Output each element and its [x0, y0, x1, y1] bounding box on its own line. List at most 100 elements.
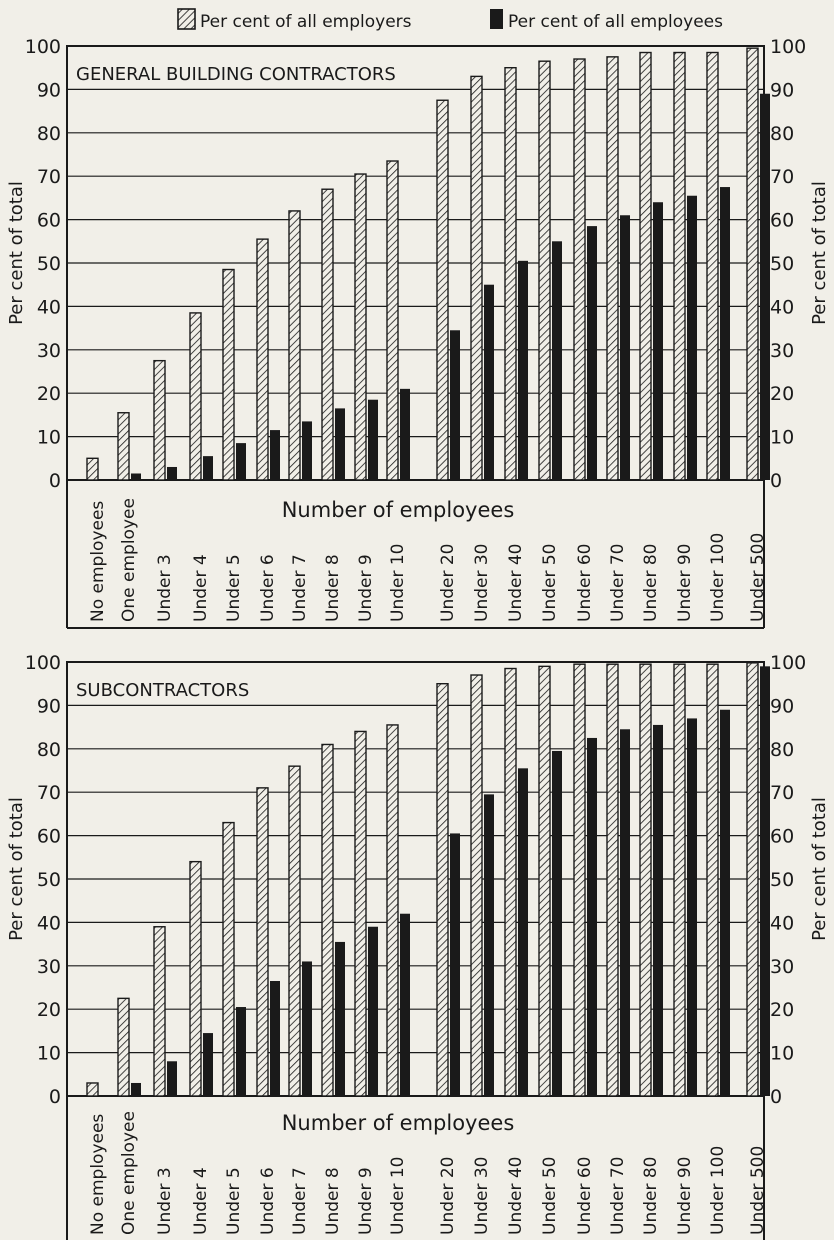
y-tick-label-left: 20: [37, 999, 61, 1021]
y-axis-left-ticks: 0 10 20 30 40 50 60 70 80 90 100: [25, 36, 61, 492]
bar-employers: [321, 188, 334, 481]
y-tick-label-left: 30: [37, 340, 61, 362]
bar-employers: [746, 47, 759, 481]
bar-employees: [653, 724, 663, 1096]
bar-employers: [153, 926, 166, 1097]
y-tick-label-right: 10: [770, 1043, 794, 1065]
x-category-label: Under 30: [472, 1157, 492, 1236]
y-axis-label-right: Per cent of total: [809, 797, 830, 941]
x-category-label: Under 6: [258, 554, 278, 622]
legend-label-employees: Per cent of all employees: [508, 12, 723, 32]
bar-employees: [720, 709, 730, 1096]
y-tick-label-right: 80: [770, 123, 794, 145]
legend-label-employers: Per cent of all employers: [200, 12, 412, 32]
x-category-label: Under 500: [748, 533, 768, 622]
x-category-label: Under 80: [641, 1157, 661, 1236]
y-tick-label-right: 70: [770, 782, 794, 804]
legend: Per cent of all employers Per cent of al…: [177, 8, 723, 32]
bar-employees: [236, 1007, 246, 1096]
y-tick-label-left: 90: [37, 695, 61, 717]
y-tick-label-right: 40: [770, 912, 794, 934]
y-tick-label-right: 70: [770, 166, 794, 188]
x-category-label: Under 8: [323, 554, 343, 622]
y-tick-label-right: 0: [770, 470, 782, 492]
bar-employees: [400, 388, 410, 480]
chart-subcontractors: 0 10 20 30 40 50 60 70 80 90 100 0 10 20 30 40 50 60 70 80…: [6, 652, 830, 1240]
y-axis-right-ticks: 0 10 20 30 40 50 60 70 80 90 100: [770, 36, 806, 492]
x-category-label: Under 7: [290, 554, 310, 622]
x-axis-category-labels: No employees One employee Under 3 Under 4 Un…: [88, 1111, 768, 1235]
bar-employees: [518, 260, 528, 480]
bar-employees: [203, 1033, 213, 1096]
x-category-label: No employees: [88, 1114, 108, 1235]
x-category-label: Under 5: [224, 1167, 244, 1235]
y-tick-label-right: 0: [770, 1086, 782, 1108]
bar-employers: [673, 663, 686, 1097]
bar-employers: [386, 724, 399, 1097]
x-category-label: Under 9: [356, 554, 376, 622]
y-tick-label-left: 50: [37, 253, 61, 275]
x-category-label: Under 500: [748, 1146, 768, 1235]
bar-employees: [302, 421, 312, 480]
bar-employers: [606, 663, 619, 1097]
bar-employees: [587, 226, 597, 480]
x-category-label: Under 50: [540, 544, 560, 623]
bar-employers: [436, 683, 449, 1097]
y-axis-label-left: Per cent of total: [6, 797, 27, 941]
legend-swatch-employees: [490, 9, 503, 29]
chart-general-building-contractors: 0 10 20 30 40 50 60 70 80 90 100 0 10 20 30 40 50 60 70 80…: [6, 36, 830, 629]
bars: [86, 662, 770, 1097]
bar-employers: [573, 58, 586, 481]
y-tick-label-left: 70: [37, 782, 61, 804]
bars: [86, 47, 770, 481]
y-tick-label-left: 80: [37, 123, 61, 145]
x-category-label: Under 60: [575, 1157, 595, 1236]
bar-employees: [203, 456, 213, 480]
bar-employers: [538, 60, 551, 481]
bar-employees: [620, 215, 630, 480]
bar-employers: [639, 51, 652, 481]
x-category-label: Under 40: [506, 544, 526, 623]
bar-employers: [706, 663, 719, 1097]
chart-title: SUBCONTRACTORS: [76, 680, 249, 701]
x-axis-category-labels: No employees One employee Under 3 Under 4 Un…: [88, 498, 768, 622]
bar-employees: [518, 768, 528, 1096]
bar-employers: [189, 860, 202, 1097]
bar-employers: [222, 268, 235, 481]
bar-employees: [236, 443, 246, 480]
x-category-label: Under 70: [608, 544, 628, 623]
y-tick-label-left: 10: [37, 1043, 61, 1065]
x-category-label: Under 70: [608, 1157, 628, 1236]
bar-employers: [321, 743, 334, 1097]
bar-employers: [746, 662, 759, 1097]
x-category-label: Under 3: [155, 1167, 175, 1235]
x-category-label: Under 3: [155, 554, 175, 622]
x-category-label: Under 5: [224, 554, 244, 622]
bar-employers: [673, 51, 686, 481]
y-tick-label-left: 40: [37, 296, 61, 318]
bar-employers: [706, 51, 719, 481]
x-category-label: Under 6: [258, 1167, 278, 1235]
bar-employees: [720, 187, 730, 481]
y-tick-label-right: 80: [770, 739, 794, 761]
x-category-label: Under 100: [708, 1146, 728, 1235]
bar-employers: [470, 75, 483, 481]
bar-employees: [450, 833, 460, 1096]
x-axis-label: Number of employees: [282, 498, 515, 522]
bar-employees: [368, 926, 378, 1096]
bar-employees: [587, 737, 597, 1096]
y-tick-label-right: 40: [770, 296, 794, 318]
y-tick-label-left: 20: [37, 383, 61, 405]
bar-employees: [270, 430, 280, 480]
x-category-label: Under 30: [472, 544, 492, 623]
bar-employers: [86, 1082, 99, 1097]
y-tick-label-right: 50: [770, 869, 794, 891]
x-category-label: One employee: [119, 498, 139, 622]
bar-employees: [687, 195, 697, 481]
y-tick-label-right: 50: [770, 253, 794, 275]
y-tick-label-right: 10: [770, 427, 794, 449]
chart-title: GENERAL BUILDING CONTRACTORS: [76, 64, 396, 85]
bar-employers: [573, 663, 586, 1097]
bar-employers: [86, 457, 99, 481]
bar-employers: [639, 663, 652, 1097]
